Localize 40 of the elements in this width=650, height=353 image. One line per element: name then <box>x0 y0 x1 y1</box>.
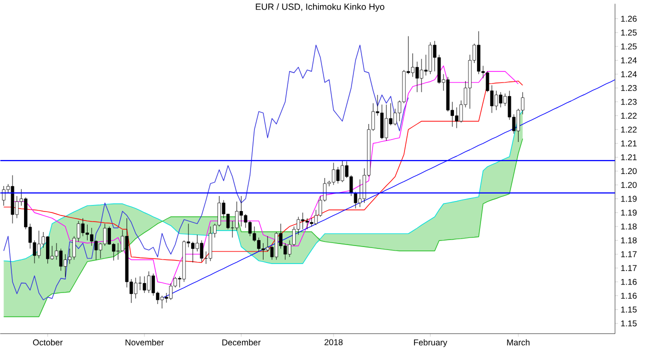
candlestick <box>420 58 424 93</box>
y-tick-label: 1.18 <box>621 224 637 230</box>
x-tick-label: November <box>126 339 164 346</box>
y-tick-label: 1.21 <box>621 140 637 146</box>
y-tick-label: 1.16 <box>621 279 637 286</box>
candlestick <box>354 192 358 209</box>
candlestick <box>310 218 314 227</box>
chart-title: EUR / USD, Ichimoku Kinko Hyo <box>256 3 384 12</box>
y-tick-label: 1.20 <box>621 182 637 188</box>
y-tick-label: 1.19 <box>621 196 637 202</box>
y-tick-label: 1.23 <box>621 98 637 105</box>
y-tick-label: 1.25 <box>621 44 637 50</box>
candlestick <box>332 162 336 186</box>
y-tick-label: 1.26 <box>621 16 637 22</box>
y-tick-label: 1.17 <box>621 265 637 272</box>
candlestick <box>142 276 146 294</box>
candlestick <box>358 179 362 208</box>
x-tick-label: 2018 <box>324 339 343 346</box>
x-tick-label: December <box>222 339 261 346</box>
y-tick-label: 1.16 <box>621 292 637 299</box>
candlestick <box>200 240 204 262</box>
y-tick-label: 1.22 <box>621 112 637 119</box>
y-tick-label: 1.23 <box>621 85 637 92</box>
candlestick <box>336 166 340 184</box>
y-tick-label: 1.15 <box>621 306 637 313</box>
y-tick-label: 1.24 <box>621 57 637 64</box>
candlestick <box>160 296 164 309</box>
y-tick-label: 1.19 <box>621 210 637 216</box>
y-tick-label: 1.21 <box>621 154 637 160</box>
y-tick-label: 1.18 <box>621 237 637 244</box>
x-tick-label: March <box>507 339 530 346</box>
y-tick-label: 1.24 <box>621 71 637 78</box>
y-tick-label: 1.22 <box>621 126 637 133</box>
x-tick-label: October <box>33 339 63 346</box>
candlestick <box>138 276 142 291</box>
y-tick-label: 1.20 <box>621 168 637 174</box>
y-tick-label: 1.25 <box>621 30 637 36</box>
y-tick-label: 1.15 <box>621 320 637 327</box>
x-tick-label: February <box>414 339 448 348</box>
y-tick-label: 1.17 <box>621 251 637 258</box>
